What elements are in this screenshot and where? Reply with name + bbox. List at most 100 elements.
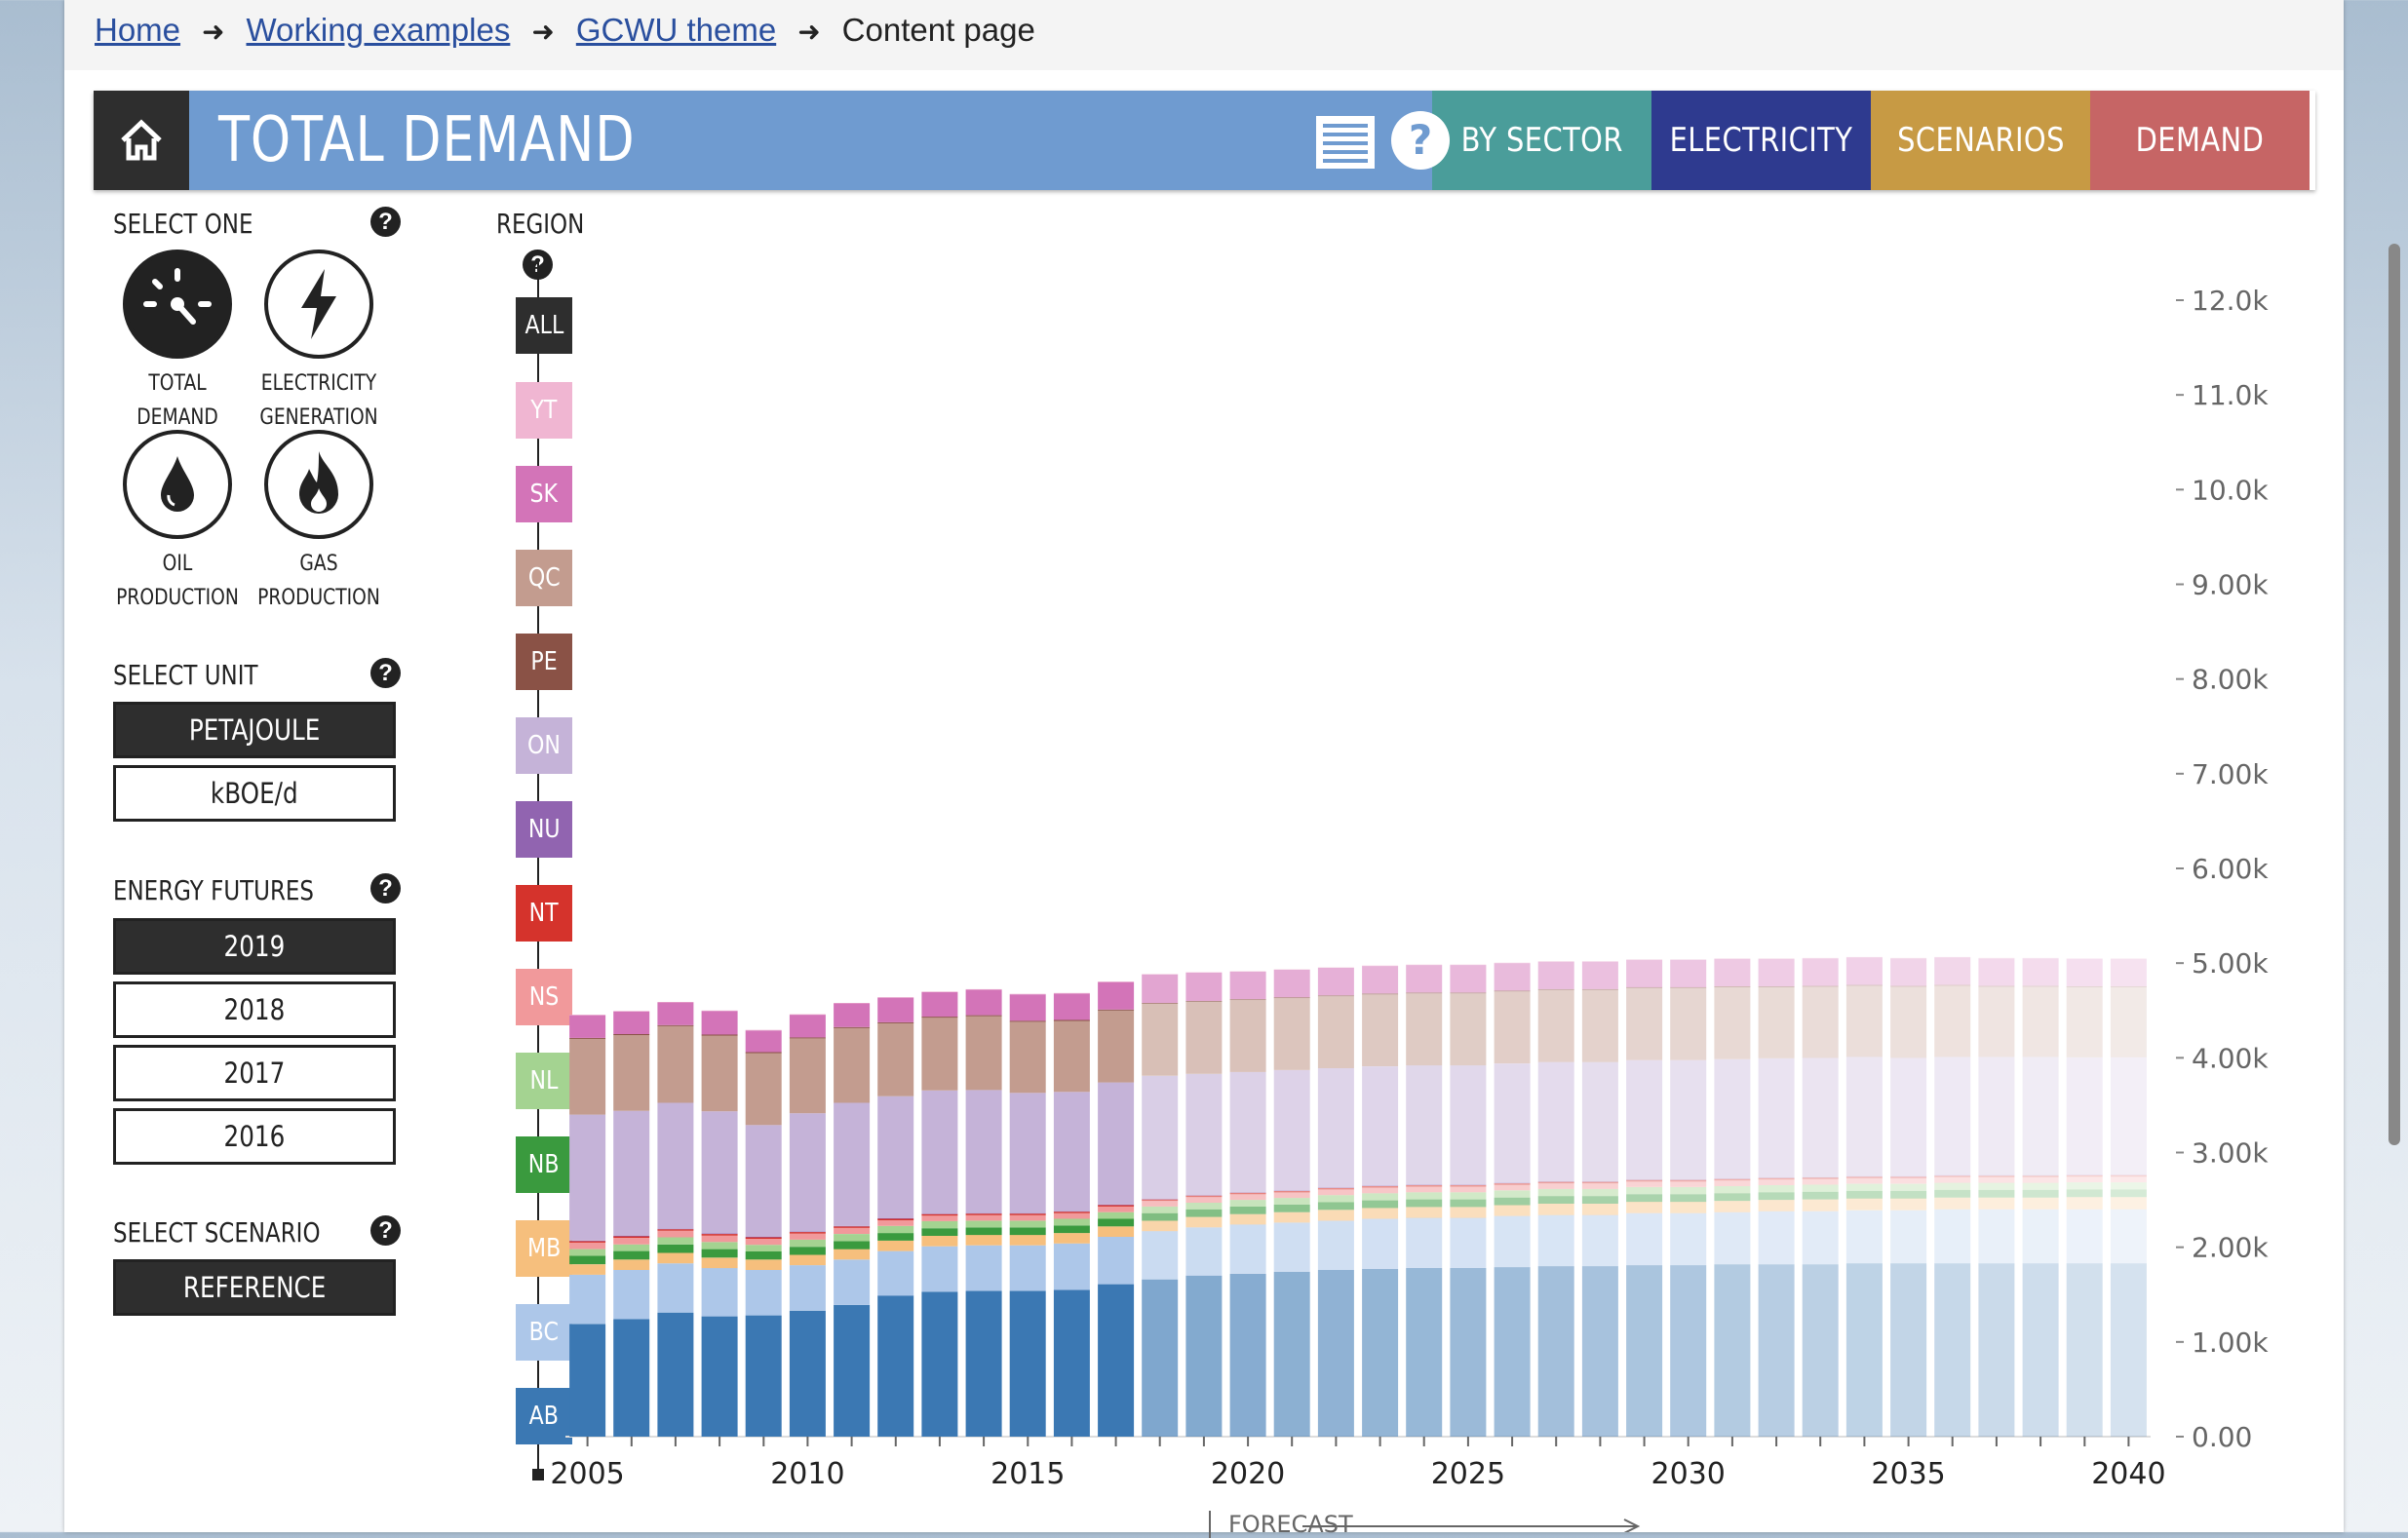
bar-yt-2025	[1450, 964, 1487, 966]
bar-nt-2020	[1229, 1192, 1266, 1195]
list-icon[interactable]	[1314, 114, 1377, 171]
tab-by-sector[interactable]: BY SECTOR	[1432, 91, 1651, 190]
region-mb-button[interactable]: MB	[516, 1220, 572, 1277]
mode-oil-production[interactable]: OIL PRODUCTION	[104, 430, 251, 615]
bar-bc-2023	[1362, 1218, 1399, 1269]
help-icon[interactable]: ?	[370, 1215, 401, 1246]
region-on-button[interactable]: ON	[516, 717, 572, 774]
bar-sk-2024	[1406, 965, 1443, 993]
bar-nu-2020	[1229, 1192, 1266, 1193]
y-tick-label: 8.00k	[2192, 664, 2269, 696]
mode-label-2: GENERATION	[259, 405, 378, 430]
y-tick-label: 6.00k	[2192, 853, 2269, 885]
bar-mb-2034	[1845, 1198, 1883, 1211]
bar-nl-2008	[701, 1242, 738, 1250]
bar-yt-2033	[1802, 957, 1839, 959]
help-icon[interactable]: ?	[370, 873, 401, 904]
bar-pe-2033	[1802, 985, 1839, 987]
bar-nb-2020	[1229, 1206, 1266, 1214]
region-sk-button[interactable]: SK	[516, 466, 572, 522]
bar-nb-2007	[657, 1244, 694, 1253]
future-2018-button[interactable]: 2018	[113, 981, 396, 1038]
breadcrumb-gcwu-theme-link[interactable]: GCWU theme	[575, 12, 777, 48]
arrow-right-icon: ➜	[202, 17, 225, 47]
home-button[interactable]	[94, 91, 189, 190]
region-all-button[interactable]: ALL	[516, 297, 572, 354]
bar-yt-2012	[877, 997, 914, 998]
scenario-reference-button[interactable]: REFERENCE	[113, 1259, 396, 1316]
help-icon[interactable]: ?	[1390, 110, 1451, 171]
future-2016-button[interactable]: 2016	[113, 1108, 396, 1165]
bar-nb-2013	[921, 1228, 958, 1236]
bar-qc-2007	[657, 1025, 694, 1103]
bar-yt-2013	[921, 991, 958, 992]
region-qc-button[interactable]: QC	[516, 550, 572, 606]
breadcrumb-current: Content page	[841, 12, 1035, 48]
bar-ns-2024	[1406, 1186, 1443, 1193]
region-bc-button[interactable]: BC	[516, 1304, 572, 1361]
region-nb-button[interactable]: NB	[516, 1136, 572, 1193]
bar-on-2038	[2022, 1057, 2059, 1175]
x-tick-label: 2015	[990, 1457, 1065, 1491]
bar-ab-2014	[965, 1290, 1002, 1437]
mode-electricity-generation[interactable]: ELECTRICITY GENERATION	[246, 250, 392, 435]
region-pe-button[interactable]: PE	[516, 634, 572, 690]
unit-kboe-button[interactable]: kBOE/d	[113, 765, 396, 822]
mode-gas-production[interactable]: GAS PRODUCTION	[246, 430, 392, 615]
tab-demand[interactable]: DEMAND	[2090, 91, 2310, 190]
bar-nb-2031	[1714, 1193, 1751, 1202]
breadcrumb-working-examples-link[interactable]: Working examples	[246, 12, 511, 48]
bar-sk-2005	[569, 1015, 606, 1038]
bar-nb-2036	[1934, 1189, 1971, 1198]
bar-nb-2018	[1142, 1212, 1179, 1221]
bar-mb-2007	[657, 1252, 694, 1264]
y-tick-label: 4.00k	[2192, 1042, 2269, 1074]
bar-ab-2028	[1581, 1266, 1618, 1437]
bar-pe-2016	[1053, 1019, 1090, 1021]
bar-nb-2037	[1978, 1189, 2015, 1198]
tab-scenarios[interactable]: SCENARIOS	[1871, 91, 2090, 190]
breadcrumb-home-link[interactable]: Home	[95, 12, 181, 48]
mode-label-2: PRODUCTION	[116, 586, 239, 610]
bar-nt-2012	[877, 1218, 914, 1220]
bar-sk-2027	[1537, 961, 1574, 989]
bar-nb-2021	[1273, 1204, 1310, 1212]
bar-ns-2012	[877, 1220, 914, 1226]
tab-electricity[interactable]: ELECTRICITY	[1651, 91, 1871, 190]
bar-mb-2032	[1758, 1200, 1795, 1211]
region-nu-button[interactable]: NU	[516, 801, 572, 858]
region-nl-button[interactable]: NL	[516, 1053, 572, 1109]
bar-mb-2025	[1450, 1207, 1487, 1218]
region-nt-button[interactable]: NT	[516, 885, 572, 942]
region-ns-button[interactable]: NS	[516, 969, 572, 1025]
bar-yt-2011	[834, 1003, 871, 1004]
bar-ab-2008	[701, 1316, 738, 1437]
bar-qc-2024	[1406, 993, 1443, 1066]
bar-bc-2008	[701, 1268, 738, 1317]
bar-yt-2024	[1406, 964, 1443, 966]
mode-total-demand[interactable]: TOTAL DEMAND	[104, 250, 251, 435]
bar-pe-2030	[1670, 986, 1707, 988]
bar-bc-2006	[613, 1270, 650, 1320]
bar-on-2026	[1494, 1063, 1531, 1183]
bar-yt-2023	[1362, 965, 1399, 967]
help-icon[interactable]: ?	[370, 207, 401, 237]
unit-petajoule-button[interactable]: PETAJOULE	[113, 702, 396, 758]
bar-bc-2026	[1494, 1215, 1531, 1268]
region-yt-button[interactable]: YT	[516, 382, 572, 439]
bar-bc-2018	[1142, 1231, 1179, 1280]
bar-nb-2040	[2110, 1189, 2147, 1198]
bar-bc-2017	[1098, 1237, 1135, 1285]
bar-yt-2017	[1098, 981, 1135, 982]
scrollbar[interactable]	[2389, 244, 2400, 1145]
x-tick-label: 2010	[770, 1457, 844, 1491]
bar-nl-2010	[789, 1239, 826, 1248]
future-2019-button[interactable]: 2019	[113, 918, 396, 975]
future-2017-button[interactable]: 2017	[113, 1045, 396, 1101]
bar-ab-2034	[1845, 1263, 1883, 1437]
bar-sk-2025	[1450, 965, 1487, 993]
help-icon[interactable]: ?	[370, 658, 401, 688]
bar-nb-2008	[701, 1249, 738, 1258]
breadcrumb: Home ➜ Working examples ➜ GCWU theme ➜ Content…	[95, 12, 1035, 49]
region-ab-button[interactable]: AB	[516, 1388, 572, 1444]
